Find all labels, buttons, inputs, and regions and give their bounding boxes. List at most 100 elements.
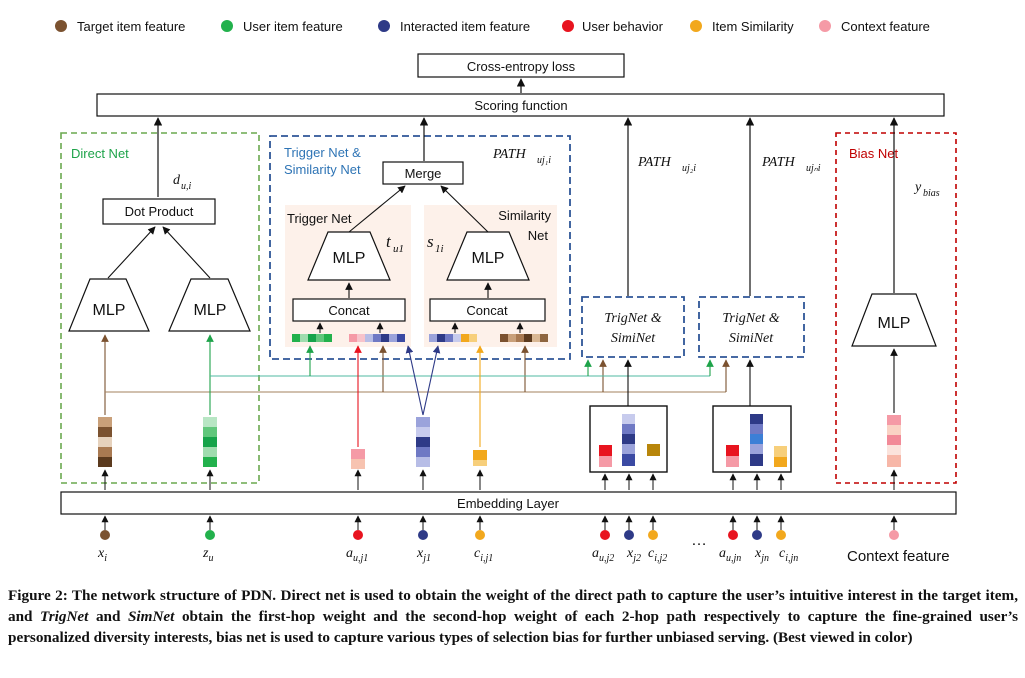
legend-dot-icon [819,20,831,32]
svg-text:SimiNet: SimiNet [611,331,656,346]
legend-item-interacted: Interacted item feature [378,19,530,34]
embedding-up-arrows [101,469,898,490]
svg-text:ujₙi: ujₙi [806,163,821,174]
svg-text:TrigNet &: TrigNet & [722,311,779,326]
input-dot-icon [418,530,428,540]
legend-label: User behavior [582,19,664,34]
input-label: au,j2 [592,546,614,564]
svg-text:SimiNet: SimiNet [729,331,774,346]
input-label: ci,j2 [648,546,667,564]
svg-text:Trigger Net &: Trigger Net & [284,145,361,160]
input-dot-icon [205,530,215,540]
input-dot-icon [752,530,762,540]
trigger-concat-strip [292,334,405,342]
svg-text:Similarity: Similarity [498,208,551,223]
svg-text:Concat: Concat [466,303,508,318]
legend-dot-icon [690,20,702,32]
svg-text:Concat: Concat [328,303,370,318]
svg-text:1i: 1i [435,243,444,255]
svg-text:u1: u1 [393,243,404,255]
mlp-block-user: MLP [168,278,251,332]
svg-text:MLP: MLP [194,302,227,319]
figure-caption: Figure 2: The network structure of PDN. … [8,587,1018,646]
legend: Target item feature User item feature In… [55,19,930,34]
concat-box-trigger: Concat [292,298,406,322]
bias-net-group: Bias Net y bias MLP [835,117,957,484]
input-label: xjn [754,546,769,564]
input-label: au,jn [719,546,741,564]
input-label: xj2 [626,546,641,564]
legend-item-target: Target item feature [55,19,185,34]
legend-dot-icon [562,20,574,32]
dot-product-box: Dot Product [102,198,216,225]
direct-net-group: Direct Net d u,i Dot Product MLP MLP [60,117,260,484]
svg-text:MLP: MLP [878,315,911,332]
embedding-context [887,415,901,467]
svg-text:t: t [386,232,392,251]
legend-label: User item feature [243,19,343,34]
svg-text:uj₁i: uj₁i [537,155,551,166]
input-label: zu [202,546,213,564]
embedding-layer-box: Embedding Layer [60,491,957,515]
input-label: xj1 [416,546,431,564]
svg-text:s: s [427,232,434,251]
mlp-block-similarity: MLP [446,231,530,281]
input-label: xi [97,546,107,564]
context-feature-label: Context feature [847,548,950,565]
svg-text:Scoring function: Scoring function [474,98,567,113]
input-label: ci,jn [779,546,798,564]
embedding-path-n [712,405,792,473]
cross-entropy-loss-box: Cross-entropy loss [417,53,625,78]
input-dots [100,515,899,540]
input-dot-icon [100,530,110,540]
mlp-block-trigger: MLP [307,231,391,281]
trigger-similarity-net-group: Trigger Net & Similarity Net PATH uj₁i M… [269,117,571,360]
legend-item-similarity: Item Similarity [690,19,794,34]
svg-text:Bias Net: Bias Net [849,146,899,161]
input-labels: xi zu au,j1 xj1 ci,j1 au,j2 xj2 ci,j2 au… [97,532,950,565]
svg-text:Cross-entropy loss: Cross-entropy loss [467,59,576,74]
legend-label: Interacted item feature [400,19,530,34]
input-label: ci,j1 [474,546,493,564]
input-dot-icon [889,530,899,540]
svg-text:uj₂i: uj₂i [682,163,696,174]
embedding-target-item [98,417,112,467]
embedding-interacted-item [416,417,430,467]
similarity-concat-strip [429,334,548,342]
svg-text:bias: bias [923,188,940,199]
path-n-group: PATH ujₙi TrigNet & SimiNet [698,117,821,358]
input-dot-icon [648,530,658,540]
pdn-network-diagram: Target item feature User item feature In… [55,19,957,565]
svg-text:d: d [173,173,181,188]
svg-text:Trigger Net: Trigger Net [287,211,352,226]
feature-broadcast-lines [101,334,730,415]
trignet-siminet-box-2: TrigNet & SimiNet [581,296,685,358]
merge-box: Merge [382,161,464,185]
svg-text:PATH: PATH [761,155,796,170]
svg-text:MLP: MLP [93,302,126,319]
input-dot-icon [624,530,634,540]
legend-item-behavior: User behavior [562,19,664,34]
input-dot-icon [600,530,610,540]
svg-text:Dot Product: Dot Product [125,204,194,219]
mlp-block-target: MLP [68,278,150,332]
input-label: au,j1 [346,546,368,564]
svg-text:PATH: PATH [492,147,527,162]
trignet-siminet-box-n: TrigNet & SimiNet [698,296,805,358]
scoring-function-box: Scoring function [96,93,945,117]
legend-label: Target item feature [77,19,185,34]
legend-dot-icon [378,20,390,32]
input-dot-icon [728,530,738,540]
embedding-user-item [203,417,217,467]
input-dot-icon [776,530,786,540]
svg-text:MLP: MLP [472,250,505,267]
svg-text:Similarity Net: Similarity Net [284,162,361,177]
legend-label: Context feature [841,19,930,34]
input-dot-icon [353,530,363,540]
input-dot-icon [475,530,485,540]
legend-label: Item Similarity [712,19,794,34]
svg-text:MLP: MLP [333,250,366,267]
svg-text:Net: Net [528,228,549,243]
ellipsis-label: … [691,532,707,549]
concat-box-similarity: Concat [429,298,546,322]
